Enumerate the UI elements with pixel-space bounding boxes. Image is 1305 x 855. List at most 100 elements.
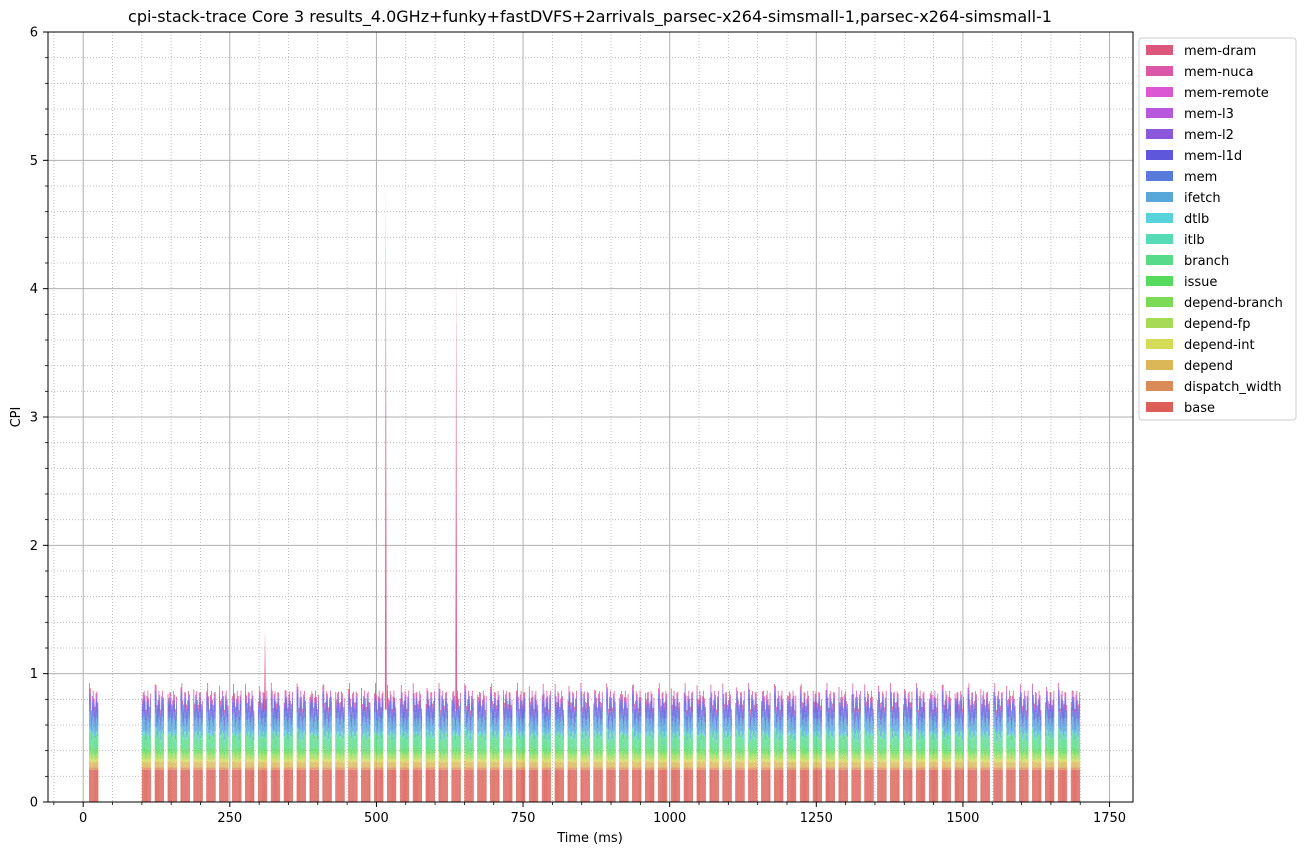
cpi-segment-itlb (456, 734, 457, 736)
cpi-segment-mem-dram (145, 709, 147, 712)
cpi-segment-mem-l1d (403, 708, 405, 719)
cpi-segment-mem-l1d (193, 698, 195, 711)
cpi-segment-mem-l1d (316, 704, 317, 716)
cpi-segment-mem (227, 722, 229, 727)
cpi-segment-itlb (213, 732, 215, 735)
cpi-segment-base (156, 769, 158, 802)
cpi-segment-dtlb (211, 730, 212, 733)
cpi-segment-branch (145, 741, 147, 752)
cpi-segment-base (315, 769, 316, 802)
cpi-segment-depend-int (173, 758, 175, 762)
cpi-segment-dispatch_width (194, 767, 196, 770)
cpi-segment-mem-l1d (302, 715, 304, 725)
cpi-segment-issue (465, 745, 467, 751)
cpi-segment-dispatch_width (394, 767, 396, 770)
cpi-segment-dtlb (355, 730, 357, 733)
cpi-segment-depend-int (313, 760, 315, 763)
cpi-segment-depend (377, 761, 379, 768)
cpi-segment-ifetch (193, 716, 195, 730)
cpi-segment-dtlb (312, 732, 314, 734)
cpi-segment-mem-nuca (172, 701, 174, 705)
cpi-segment-mem-dram (196, 690, 198, 693)
cpi-segment-branch (452, 734, 454, 748)
cpi-segment-mem-nuca (340, 703, 341, 706)
cpi-segment-depend (95, 761, 97, 768)
cpi-segment-ifetch (313, 728, 315, 739)
cpi-segment-mem-l2 (233, 690, 234, 694)
cpi-segment-depend (376, 762, 378, 768)
cpi-segment-dispatch_width (415, 767, 417, 770)
cpi-segment-mem-nuca (327, 695, 328, 699)
cpi-segment-mem-l3 (150, 697, 152, 700)
cpi-segment-dispatch_width (376, 767, 378, 770)
cpi-segment-mem (464, 706, 466, 714)
cpi-segment-dispatch_width (195, 767, 197, 770)
cpi-segment-mem-l2 (468, 696, 469, 700)
cpi-segment-mem-dram (247, 691, 249, 694)
cpi-segment-depend-int (279, 760, 281, 763)
cpi-segment-branch (300, 733, 302, 747)
cpi-segment-depend-branch (339, 753, 340, 757)
cpi-segment-depend (490, 761, 491, 768)
cpi-segment-depend-int (323, 757, 325, 761)
cpi-segment-depend-fp (428, 755, 430, 760)
cpi-segment-itlb (426, 730, 428, 733)
cpi-segment-issue (226, 749, 228, 754)
cpi-segment-mem-nuca (495, 706, 497, 709)
cpi-segment-depend (238, 762, 240, 768)
cpi-segment-mem (302, 724, 304, 729)
cpi-segment-dispatch_width (459, 767, 461, 770)
cpi-segment-itlb (467, 735, 469, 738)
cpi-segment-issue (477, 747, 479, 753)
cpi-segment-depend-fp (417, 756, 419, 761)
cpi-segment-ifetch (163, 722, 164, 735)
cpi-segment-depend-int (232, 759, 233, 762)
cpi-segment-mem-dram (246, 702, 248, 705)
cpi-segment-mem-nuca (302, 709, 304, 713)
cpi-segment-mem-l2 (325, 706, 327, 710)
cpi-segment-itlb (270, 728, 272, 731)
cpi-segment-dispatch_width (393, 767, 395, 770)
cpi-segment-depend-fp (95, 754, 97, 759)
cpi-segment-mem (482, 717, 483, 723)
cpi-segment-mem-l2 (146, 701, 148, 705)
cpi-segment-mem-dram (305, 700, 306, 703)
cpi-segment-depend (185, 761, 187, 768)
cpi-segment-dtlb (447, 736, 448, 738)
cpi-segment-itlb (431, 732, 433, 735)
cpi-segment-branch (498, 735, 500, 748)
cpi-segment-ifetch (175, 729, 176, 740)
cpi-segment-depend-branch (246, 753, 248, 757)
cpi-segment-branch (266, 733, 268, 747)
cpi-segment-depend-int (184, 758, 186, 762)
cpi-segment-mem-dram (403, 700, 405, 702)
cpi-segment-ifetch (400, 713, 402, 728)
cpi-segment-mem-dram (263, 692, 265, 695)
cpi-segment-dispatch_width (388, 767, 390, 770)
cpi-segment-mem-l3 (455, 713, 457, 715)
cpi-segment-depend (162, 761, 164, 768)
cpi-segment-mem (316, 715, 317, 722)
cpi-segment-depend-fp (162, 754, 164, 759)
cpi-segment-branch (413, 734, 415, 748)
cpi-segment-mem-l3 (278, 697, 280, 699)
cpi-segment-mem-l3 (224, 699, 226, 701)
cpi-segment-dispatch_width (375, 767, 376, 770)
cpi-segment-mem-l2 (171, 709, 173, 713)
cpi-segment-itlb (420, 733, 422, 736)
cpi-segment-depend-int (264, 760, 266, 763)
cpi-segment-mem-nuca (145, 711, 147, 714)
cpi-segment-mem-dram (362, 704, 363, 706)
cpi-segment-ifetch (327, 719, 328, 732)
cpi-segment-depend (354, 762, 356, 768)
cpi-segment-depend-fp (352, 754, 354, 759)
cpi-segment-branch (157, 737, 159, 750)
cpi-segment-mem (377, 715, 379, 722)
cpi-segment-mem (378, 711, 380, 718)
cpi-segment-mem-nuca (330, 697, 332, 701)
cpi-segment-dispatch_width (426, 767, 428, 770)
cpi-segment-depend (234, 762, 236, 768)
cpi-segment-depend-branch (183, 754, 185, 757)
cpi-segment-mem-l2 (431, 697, 433, 701)
cpi-segment-mem-l1d (481, 712, 482, 723)
